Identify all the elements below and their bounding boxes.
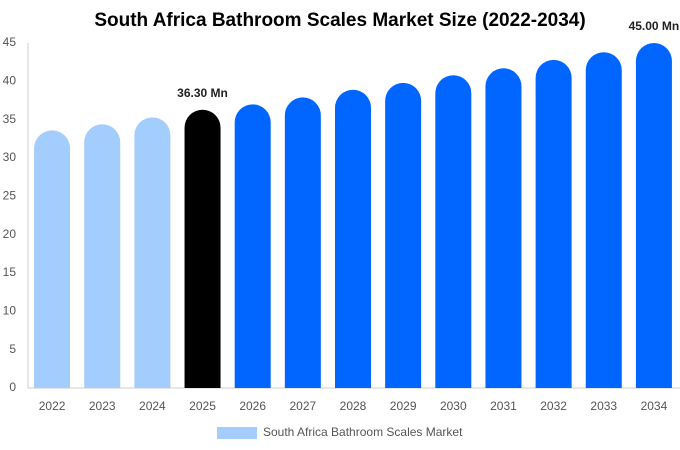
y-tick-label: 30 xyxy=(3,150,17,164)
x-tick-label: 2029 xyxy=(390,399,417,413)
x-tick-label: 2028 xyxy=(340,399,367,413)
x-tick-label: 2024 xyxy=(139,399,166,413)
bar xyxy=(535,59,572,389)
bar xyxy=(585,52,622,388)
x-tick-label: 2026 xyxy=(239,399,266,413)
bar xyxy=(435,75,472,388)
y-tick-label: 20 xyxy=(3,227,17,241)
bar xyxy=(335,89,371,389)
y-tick-label: 0 xyxy=(9,380,16,394)
bar xyxy=(134,117,171,388)
x-tick-label: 2023 xyxy=(89,399,116,413)
bar xyxy=(485,68,522,389)
bar xyxy=(84,124,121,388)
bar xyxy=(284,97,321,388)
x-tick-label: 2034 xyxy=(641,399,668,413)
x-tick-label: 2030 xyxy=(440,399,467,413)
x-tick-label: 2031 xyxy=(490,399,517,413)
bar xyxy=(234,104,271,389)
bar xyxy=(184,109,221,388)
y-tick-label: 45 xyxy=(3,35,17,49)
bar xyxy=(635,43,672,388)
y-tick-label: 5 xyxy=(9,342,16,356)
y-tick-label: 10 xyxy=(3,304,17,318)
y-tick-label: 15 xyxy=(3,265,17,279)
bar xyxy=(34,130,71,389)
legend-swatch xyxy=(217,427,257,439)
x-tick-label: 2025 xyxy=(189,399,216,413)
y-tick-label: 35 xyxy=(3,112,17,126)
bar xyxy=(385,82,422,388)
x-tick-label: 2032 xyxy=(540,399,567,413)
chart-title: South Africa Bathroom Scales Market Size… xyxy=(94,10,585,31)
x-tick-label: 2022 xyxy=(39,399,66,413)
value-label: 45.00 Mn xyxy=(629,19,680,33)
value-label: 36.30 Mn xyxy=(177,86,228,100)
y-tick-label: 40 xyxy=(3,74,17,88)
y-tick-label: 25 xyxy=(3,189,17,203)
x-tick-label: 2027 xyxy=(289,399,316,413)
legend-label: South Africa Bathroom Scales Market xyxy=(263,425,463,439)
x-tick-label: 2033 xyxy=(590,399,617,413)
